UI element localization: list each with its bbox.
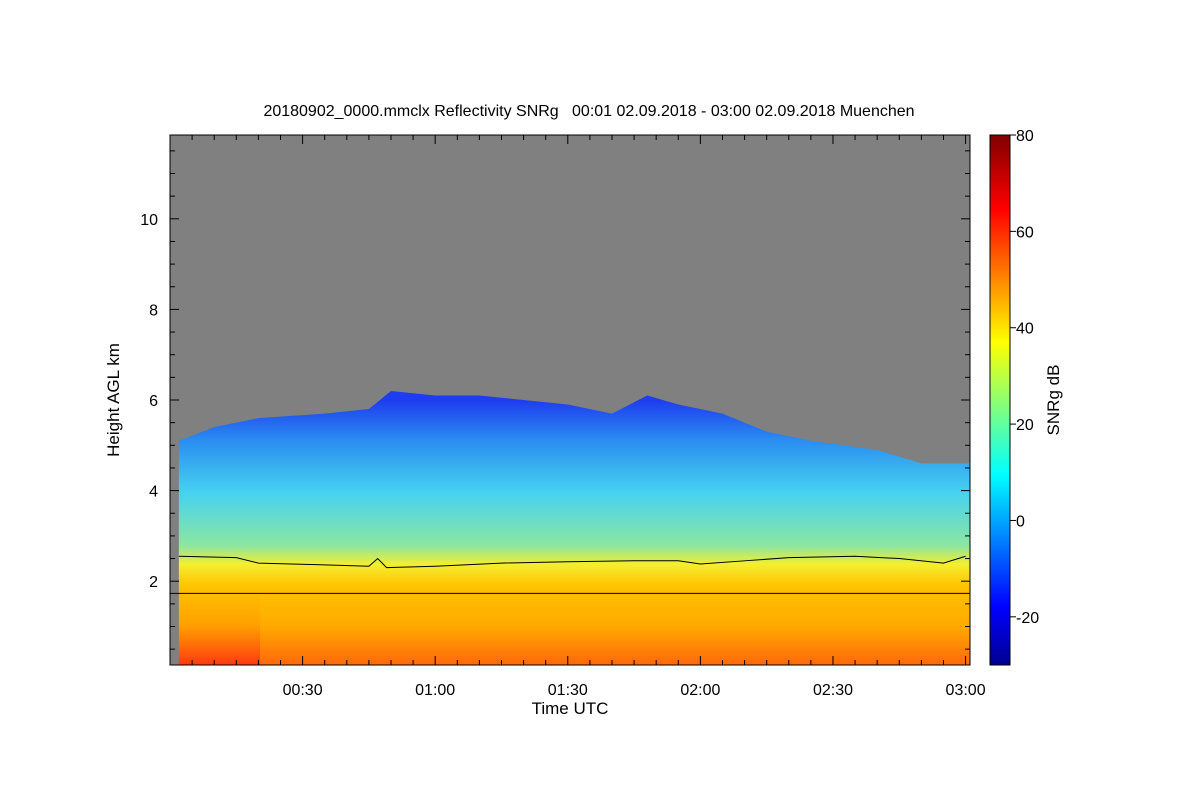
colorbar-ticks: -20 0 20 40 60 80: [1010, 128, 1039, 627]
y-axis-label: Height AGL km: [104, 343, 123, 457]
colorbar-gradient: [989, 134, 1011, 666]
melting-layer-line: [178, 555, 966, 569]
colorbar-tick-label: 60: [1016, 224, 1034, 241]
y-tick-label: 10: [140, 212, 158, 229]
colorbar: -20 0 20 40 60 80 SNRg dB: [989, 128, 1063, 666]
echo-field: [178, 390, 970, 665]
x-axis-label: Time UTC: [532, 699, 609, 718]
colorbar-tick-label: 40: [1016, 321, 1034, 338]
y-tick-label: 8: [149, 302, 158, 319]
x-tick-label: 01:00: [415, 682, 455, 699]
chart-title: 20180902_0000.mmclx Reflectivity SNRg 00…: [263, 103, 914, 120]
x-tick-label: 01:30: [548, 682, 588, 699]
x-tick-label: 02:30: [813, 682, 853, 699]
colorbar-label: SNRg dB: [1044, 365, 1063, 436]
x-axis: 00:30 01:00 01:30 02:00 02:30 03:00: [169, 135, 986, 699]
colorbar-tick-label: 80: [1016, 128, 1034, 145]
low-level-warm-band: [260, 592, 970, 665]
colorbar-tick-label: 0: [1016, 513, 1025, 530]
x-tick-label: 03:00: [946, 682, 986, 699]
y-tick-label: 6: [149, 393, 158, 410]
colorbar-tick-label: -20: [1016, 610, 1039, 627]
x-tick-label: 00:30: [283, 682, 323, 699]
plot-area: [170, 135, 970, 665]
y-tick-label: 2: [149, 574, 158, 591]
y-tick-label: 4: [149, 484, 158, 501]
x-tick-label: 02:00: [680, 682, 720, 699]
y-axis: 2 4 6 8 10: [140, 150, 970, 650]
colorbar-tick-label: 20: [1016, 417, 1034, 434]
